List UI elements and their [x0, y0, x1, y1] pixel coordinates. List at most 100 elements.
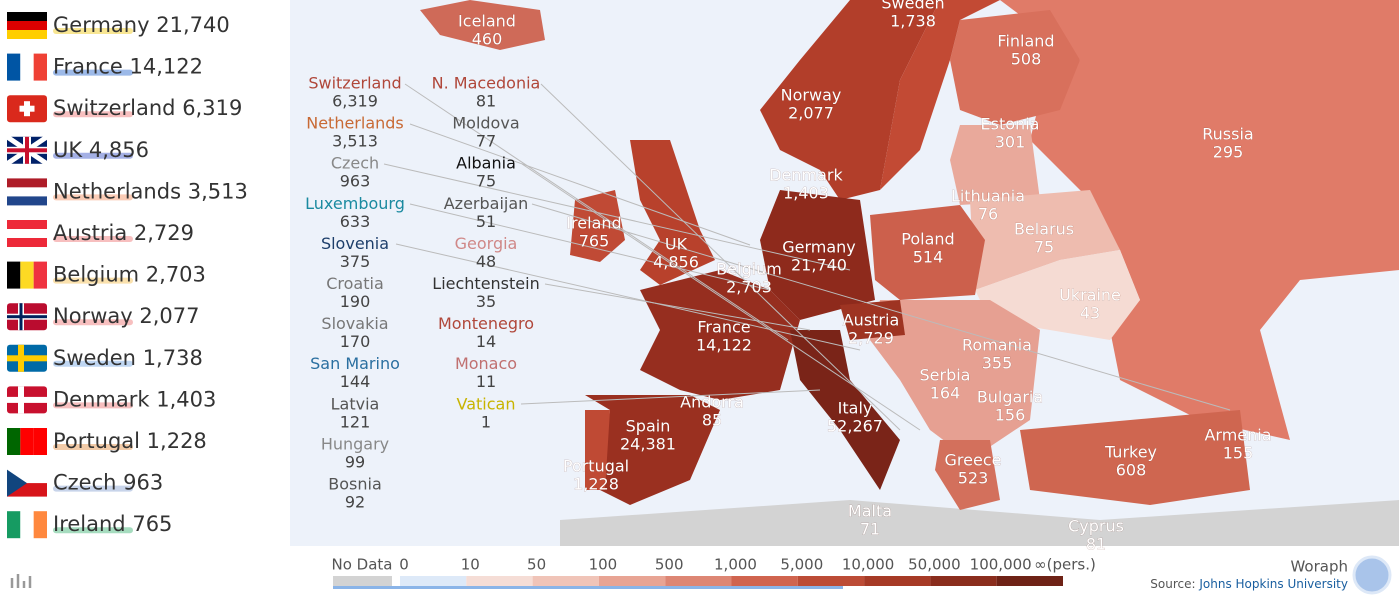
legend-swatch [864, 576, 931, 586]
country-label: Spain [626, 417, 671, 436]
flag-stripe [20, 511, 34, 539]
country-value: 85 [702, 411, 722, 430]
flag [7, 344, 47, 372]
ranking-entry: Belgium 2,703 [53, 263, 206, 287]
legend-swatch [797, 576, 865, 586]
space [133, 304, 140, 328]
chart-icon [10, 574, 32, 588]
country-label: Sweden [881, 0, 944, 13]
baltics [950, 125, 1040, 205]
country-value: 2,703 [726, 278, 772, 297]
source-name: Johns Hopkins University [1198, 577, 1348, 591]
highlight [53, 402, 133, 409]
france [640, 270, 800, 400]
source: Source: Johns Hopkins University [1150, 577, 1348, 591]
callout-value: 375 [340, 252, 371, 271]
country-label: Greece [945, 451, 1002, 470]
callout-name: Slovenia [321, 234, 389, 253]
country-label: Italy [838, 399, 873, 418]
ranking-entry: Denmark 1,403 [53, 387, 216, 411]
country-value: 460 [472, 30, 503, 49]
flag-stripe [20, 261, 34, 289]
callout-name: N. Macedonia [432, 74, 541, 93]
legend-tick: 10 [461, 556, 480, 574]
russia [1000, 0, 1399, 440]
count: 2,729 [134, 221, 194, 245]
country-value: 765 [579, 232, 610, 251]
country-name: Austria [53, 221, 127, 245]
country-label: Turkey [1104, 443, 1157, 462]
callout-name: Moldova [452, 114, 519, 133]
flag-stripe [7, 12, 47, 21]
callout-name: Czech [331, 154, 379, 173]
ranking-entry: UK 4,856 [53, 138, 149, 162]
count: 1,738 [143, 346, 203, 370]
callout-value: 633 [340, 212, 371, 231]
ranking-entry: Portugal 1,228 [53, 429, 207, 453]
country-name: France [53, 55, 123, 79]
flag-stripe [20, 53, 34, 81]
country-name: UK [53, 138, 83, 162]
flag-stripe [20, 428, 34, 455]
flag-stripe [7, 187, 47, 197]
callout-value: 77 [476, 132, 496, 151]
legend-tick: 10,000 [842, 556, 895, 574]
country-value: 75 [1034, 238, 1054, 257]
country-label: Poland [901, 230, 954, 249]
country-value: 608 [1116, 461, 1147, 480]
highlight [53, 194, 133, 201]
ranking-entry: Netherlands 3,513 [53, 179, 248, 203]
country-value: 4,856 [653, 253, 699, 272]
country-label: Iceland [458, 12, 516, 31]
space [116, 471, 123, 495]
flag-cross [7, 396, 47, 403]
highlight [53, 236, 133, 242]
flag-stripe [7, 261, 21, 289]
country-value: 14,122 [696, 336, 752, 355]
flag [7, 386, 47, 414]
country-name: Germany [53, 13, 150, 37]
country-name: Sweden [53, 346, 136, 370]
count: 21,740 [156, 13, 229, 37]
callout-name: Azerbaijan [444, 194, 529, 213]
flag-stripe [7, 53, 21, 81]
country-value: 43 [1080, 304, 1100, 323]
flag-stripe [7, 220, 47, 229]
country-value: 2,077 [788, 104, 834, 123]
country-label: Germany [782, 238, 856, 257]
flag-cross [7, 148, 47, 153]
flag [7, 95, 47, 123]
count: 2,703 [146, 263, 206, 287]
callout-name: Luxembourg [305, 194, 405, 213]
callout-value: 3,513 [332, 132, 378, 151]
flag-stripe [7, 229, 47, 238]
country-name: Norway [53, 304, 133, 328]
legend-label: No Data [332, 556, 393, 574]
leader-line [409, 123, 751, 246]
ranking-entry: Ireland 765 [53, 512, 172, 536]
country-value: 76 [978, 205, 998, 224]
greece [935, 440, 1000, 510]
callout-name: Georgia [455, 234, 518, 253]
country-label: Denmark [769, 166, 843, 185]
callout-name: Hungary [321, 434, 389, 453]
callout-name: Slovakia [321, 314, 388, 333]
ranking-entry: Norway 2,077 [53, 304, 199, 328]
space [136, 346, 143, 370]
country-label: Austria [843, 311, 900, 330]
highlight [53, 527, 133, 534]
country-value: 301 [995, 133, 1026, 152]
flag [7, 53, 47, 81]
callout-name: Netherlands [306, 114, 404, 133]
country-name: Ireland [53, 512, 126, 536]
legend-tick: 5,000 [780, 556, 823, 574]
highlight [53, 69, 133, 76]
content: Germany 21,740 France 14,122 Switzerland 6… [5, 0, 1392, 595]
country-value: 156 [995, 406, 1026, 425]
ranking-entry: Czech 963 [53, 471, 163, 495]
callout-value: 48 [476, 252, 496, 271]
country-name: Portugal [53, 429, 140, 453]
callout-name: San Marino [310, 354, 400, 373]
map [420, 0, 1399, 546]
country-value: 81 [1086, 535, 1106, 554]
